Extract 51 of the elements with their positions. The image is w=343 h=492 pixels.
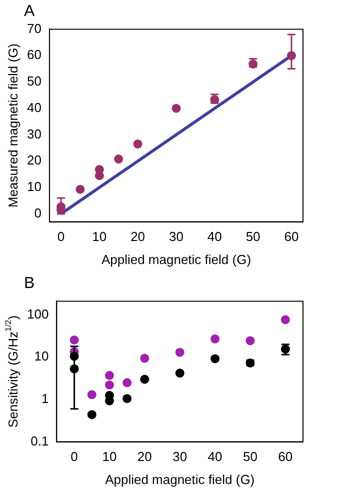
chart-title: A: [24, 3, 35, 20]
x-tick-label: 40: [207, 229, 222, 244]
chart-title: B: [24, 275, 35, 292]
x-tick-label: 60: [284, 229, 299, 244]
y-tick-label: 30: [26, 126, 42, 142]
y-tick-label: 10: [34, 348, 49, 364]
point: [140, 354, 150, 363]
y-tick-label: 70: [26, 20, 42, 36]
x-axis-title: Applied magnetic field (G): [105, 472, 255, 487]
x-tick-label: 20: [130, 229, 146, 244]
y-tick-label: 20: [26, 152, 42, 168]
y-tick-label: 1: [41, 391, 49, 406]
y-tick-label: 50: [26, 74, 42, 89]
point: [172, 104, 181, 113]
x-tick-label: 50: [242, 449, 258, 464]
point: [114, 154, 124, 164]
x-tick-label: 10: [102, 449, 117, 464]
y-axis-title: Sensitivity (G/Hz1/2): [3, 315, 21, 428]
point: [122, 394, 132, 404]
y-axis-title: Measured magnetic field (G): [6, 43, 21, 208]
point: [246, 336, 255, 346]
point: [175, 368, 184, 378]
x-tick-label: 0: [57, 229, 65, 244]
x-tick-label: 20: [137, 449, 152, 464]
point: [175, 348, 184, 357]
x-tick-label: 30: [172, 449, 188, 464]
x-tick-label: 40: [208, 449, 222, 464]
y-tick-label: 100: [26, 306, 49, 322]
y-tick-label: 60: [26, 47, 42, 62]
y-tick-label: 0: [34, 205, 42, 220]
point: [280, 315, 290, 324]
point: [87, 410, 96, 420]
point: [210, 334, 220, 344]
point: [210, 354, 220, 364]
x-tick-label: 50: [246, 229, 260, 244]
x-axis-title: Applied magnetic field (G): [101, 252, 252, 267]
y-tick-label: 40: [26, 100, 42, 115]
point: [104, 370, 114, 380]
point: [70, 335, 79, 344]
y-tick-label: 10: [26, 179, 42, 194]
point: [87, 390, 96, 400]
point: [133, 139, 142, 148]
x-tick-label: 60: [278, 449, 293, 464]
x-tick-label: 30: [168, 229, 184, 244]
point: [140, 374, 150, 384]
point: [76, 184, 85, 194]
point: [104, 380, 114, 390]
x-tick-label: 0: [70, 449, 78, 464]
y-tick-label: 0.1: [30, 433, 49, 448]
point: [122, 378, 132, 388]
x-tick-label: 10: [92, 229, 107, 244]
